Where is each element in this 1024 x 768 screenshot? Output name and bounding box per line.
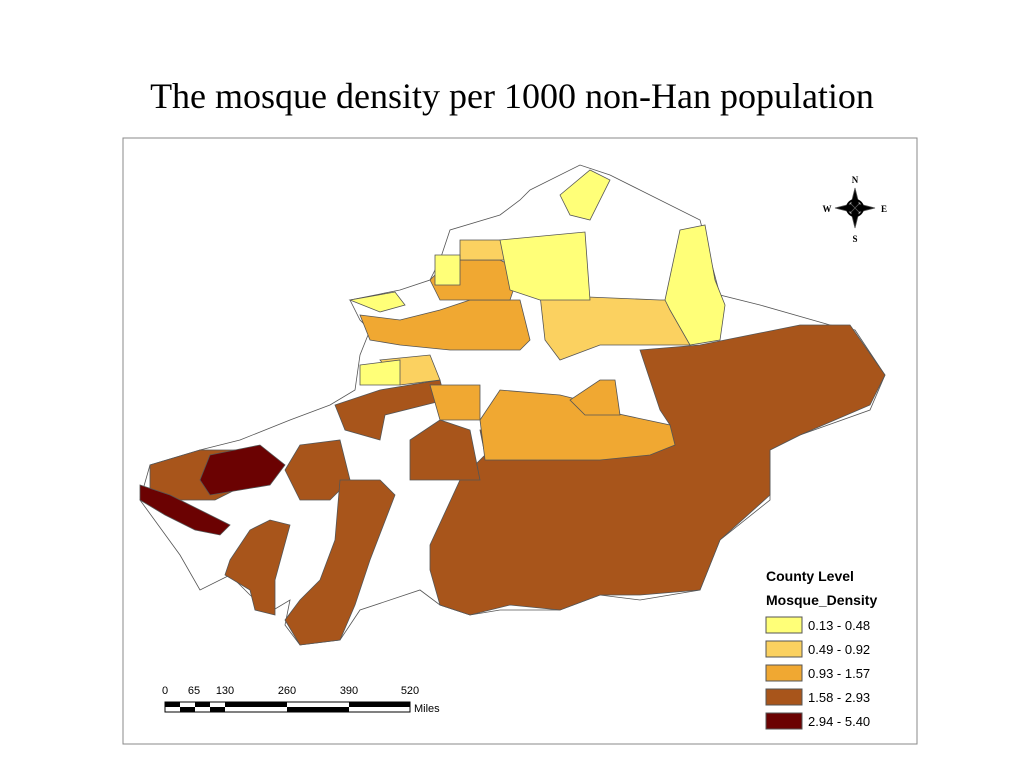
- region: [199, 444, 286, 496]
- legend-swatch: [765, 616, 803, 634]
- region: [569, 379, 621, 416]
- legend-label: 1.58 - 2.93: [808, 690, 870, 705]
- region: [348, 291, 406, 313]
- region: [429, 324, 886, 616]
- legend-swatch: [765, 688, 803, 706]
- legend-swatch: [765, 664, 803, 682]
- region: [664, 224, 726, 346]
- legend-swatch: [765, 640, 803, 658]
- legend-title: Mosque_Density: [766, 592, 877, 608]
- scale-label: 65: [188, 685, 200, 697]
- scale-unit: Miles: [414, 703, 440, 715]
- region: [284, 439, 351, 501]
- scale-label: 260: [278, 685, 296, 697]
- region: [559, 169, 611, 221]
- region: [284, 479, 396, 646]
- region: [479, 389, 676, 461]
- compass-e: E: [881, 204, 887, 214]
- legend-label: 2.94 - 5.40: [808, 714, 870, 729]
- scale-label: 390: [340, 685, 358, 697]
- region: [429, 384, 481, 421]
- map: [139, 164, 886, 646]
- region: [359, 359, 401, 386]
- compass: N S E W: [823, 175, 888, 244]
- legend-swatch: [765, 712, 803, 730]
- compass-n: N: [852, 175, 859, 185]
- scale-label: 130: [216, 685, 234, 697]
- legend-label: 0.13 - 0.48: [808, 618, 870, 633]
- compass-s: S: [852, 234, 857, 244]
- compass-w: W: [823, 204, 832, 214]
- region: [334, 379, 446, 441]
- region: [409, 419, 481, 481]
- scale-bar: [164, 701, 411, 713]
- legend-title: County Level: [766, 568, 854, 584]
- title: The mosque density per 1000 non-Han popu…: [150, 76, 874, 116]
- legend-label: 0.49 - 0.92: [808, 642, 870, 657]
- region: [359, 299, 531, 351]
- legend-label: 0.93 - 1.57: [808, 666, 870, 681]
- scale-label: 0: [162, 685, 168, 697]
- region: [434, 254, 461, 286]
- region: [224, 519, 291, 616]
- scale-label: 520: [401, 685, 419, 697]
- region: [499, 231, 591, 301]
- region: [139, 484, 231, 536]
